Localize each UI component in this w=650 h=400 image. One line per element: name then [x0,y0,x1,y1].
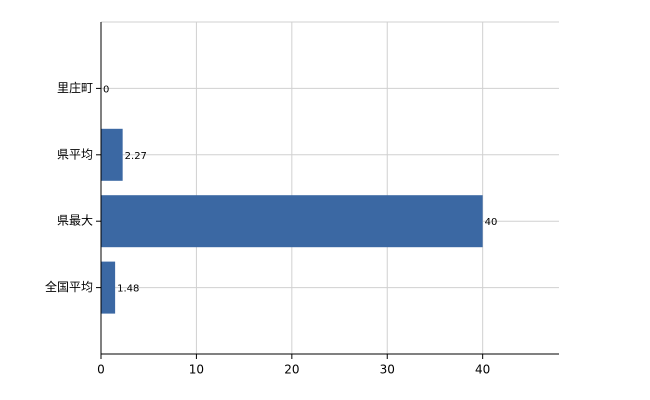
x-tick-label: 0 [97,363,105,377]
bar [101,261,116,314]
x-tick-label: 30 [380,363,395,377]
y-tick-label: 里庄町 [57,80,93,95]
x-tick-label: 10 [189,363,204,377]
bar [101,195,483,248]
bar [101,128,123,181]
data-label: 40 [485,217,498,228]
x-tick-label: 40 [475,363,490,377]
data-label: 2.27 [125,151,147,162]
y-tick-label: 全国平均 [45,279,93,294]
x-tick-label: 20 [284,363,299,377]
data-label: 0 [103,84,109,95]
y-tick-label: 県平均 [57,147,93,161]
data-label: 1.48 [117,284,139,295]
y-tick-label: 県最大 [57,214,93,228]
